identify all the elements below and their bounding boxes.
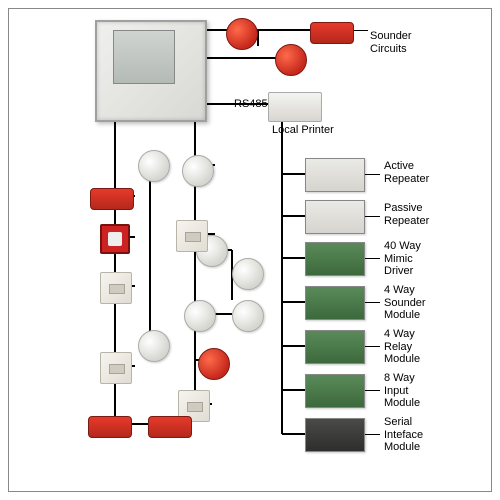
wire: [282, 215, 305, 217]
modRelay: [305, 330, 365, 364]
det7: [138, 330, 170, 362]
label-rs485: RS485: [234, 98, 268, 111]
label-serial_module: SerialIntefaceModule: [384, 416, 423, 454]
sndCyl1: [310, 22, 354, 44]
wire: [282, 433, 305, 435]
sndR1: [226, 18, 258, 50]
wire: [363, 258, 380, 259]
cylB: [88, 416, 132, 438]
wire: [282, 257, 305, 259]
det5: [232, 300, 264, 332]
wire: [363, 216, 380, 217]
plate2: [100, 352, 132, 384]
wire: [282, 345, 305, 347]
label-mimic_driver: 40 WayMimicDriver: [384, 240, 421, 278]
modInput: [305, 374, 365, 408]
det2: [182, 155, 214, 187]
modPassive: [305, 200, 365, 234]
wire: [282, 173, 305, 175]
label-local_printer: Local Printer: [272, 124, 334, 137]
cylA: [90, 188, 134, 210]
wire: [363, 390, 380, 391]
sndR2: [275, 44, 307, 76]
label-passive_repeater: PassiveRepeater: [384, 202, 429, 227]
modActive: [305, 158, 365, 192]
modSounder: [305, 286, 365, 320]
plate1: [100, 272, 132, 304]
printer: [268, 92, 322, 122]
wire: [203, 57, 276, 59]
modMimic: [305, 242, 365, 276]
wire: [363, 302, 380, 303]
wire: [363, 434, 380, 435]
wire: [363, 346, 380, 347]
cylC: [148, 416, 192, 438]
label-relay_module: 4 WayRelayModule: [384, 328, 420, 366]
sndR3: [198, 348, 230, 380]
wire: [149, 160, 151, 346]
label-sounder_module: 4 WaySounderModule: [384, 284, 426, 322]
wire: [352, 30, 368, 31]
plate3: [176, 220, 208, 252]
label-input_module: 8 WayInputModule: [384, 372, 420, 410]
label-sounder_circuits: SounderCircuits: [370, 30, 412, 55]
panel_screen: [113, 30, 175, 84]
wire: [363, 174, 380, 175]
wire: [282, 301, 305, 303]
modSerial: [305, 418, 365, 452]
wire: [282, 389, 305, 391]
det4: [232, 258, 264, 290]
label-active_repeater: ActiveRepeater: [384, 160, 429, 185]
det1: [138, 150, 170, 182]
wire: [281, 120, 283, 434]
cpA: [100, 224, 130, 254]
det6: [184, 300, 216, 332]
